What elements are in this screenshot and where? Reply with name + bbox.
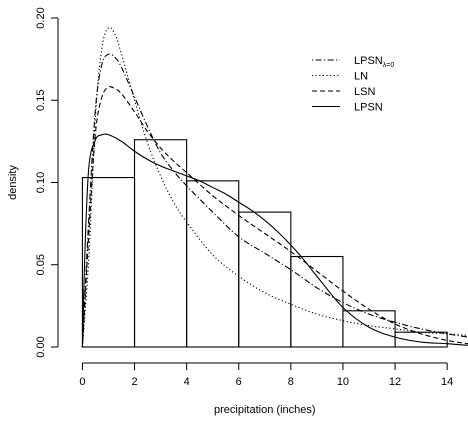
x-tick-label: 6 bbox=[236, 376, 242, 388]
density-curves bbox=[81, 26, 468, 348]
x-tick-label: 4 bbox=[184, 376, 190, 388]
curve-dashed bbox=[81, 86, 468, 348]
x-tick-label: 2 bbox=[131, 376, 137, 388]
axes: 0 2 4 6 8 10 12 14 0.00 0.05 0.10 0.15 0.20 bbox=[35, 7, 453, 388]
x-tick-label: 12 bbox=[389, 376, 401, 388]
legend: LPSNλ=0 LN LSN LPSN bbox=[312, 55, 394, 114]
histogram-bar-1 bbox=[133, 139, 188, 348]
legend-label: LPSN bbox=[354, 102, 383, 114]
legend-label: LN bbox=[354, 71, 368, 83]
x-tick-label: 0 bbox=[79, 376, 85, 388]
curve-solid bbox=[81, 133, 468, 348]
histogram-bar-2 bbox=[186, 180, 240, 348]
y-tick-label: 0.05 bbox=[35, 254, 47, 275]
legend-label: LSN bbox=[354, 86, 375, 98]
x-tick-label: 14 bbox=[441, 376, 453, 388]
y-tick-label: 0.10 bbox=[35, 172, 47, 193]
y-tick-label: 0.20 bbox=[35, 7, 47, 28]
y-axis-title: density bbox=[7, 165, 19, 200]
histogram-bar-4 bbox=[290, 255, 344, 348]
curve-dotted bbox=[81, 26, 468, 348]
y-tick-label: 0.15 bbox=[35, 90, 47, 111]
histogram-bars bbox=[81, 139, 448, 348]
legend-label: LPSNλ=0 bbox=[354, 55, 394, 69]
histogram-bar-3 bbox=[238, 211, 292, 348]
x-tick-label: 8 bbox=[288, 376, 294, 388]
x-axis-title: precipitation (inches) bbox=[214, 404, 316, 416]
histogram-bar-5 bbox=[342, 310, 396, 348]
y-tick-label: 0.00 bbox=[35, 336, 47, 357]
x-tick-label: 10 bbox=[337, 376, 349, 388]
curve-dotdash bbox=[81, 53, 468, 348]
histogram-bar-6 bbox=[394, 331, 448, 348]
